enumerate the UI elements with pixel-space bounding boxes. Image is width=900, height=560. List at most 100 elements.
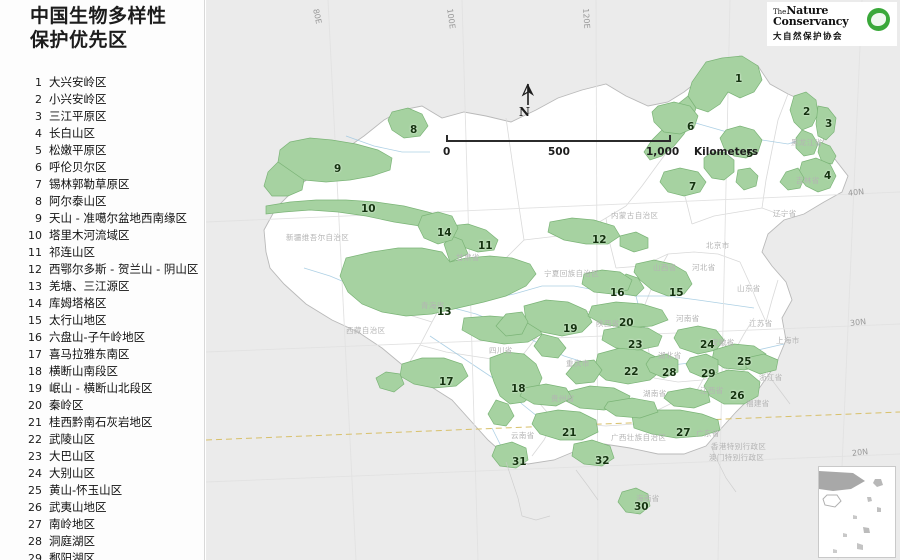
north-arrow-label: N bbox=[519, 105, 530, 119]
legend-item-label: 南岭地区 bbox=[49, 517, 95, 531]
legend-item-label: 西鄂尔多斯 - 贺兰山 - 阴山区 bbox=[49, 262, 199, 276]
legend-item[interactable]: 12 西鄂尔多斯 - 贺兰山 - 阴山区 bbox=[22, 261, 204, 278]
legend-item[interactable]: 13 羌塘、三江源区 bbox=[22, 278, 204, 295]
scale-bar-tick-max bbox=[669, 135, 671, 142]
legend-item-label: 锡林郭勒草原区 bbox=[49, 177, 130, 191]
legend-item[interactable]: 24 大别山区 bbox=[22, 465, 204, 482]
legend-item-label: 洞庭湖区 bbox=[49, 534, 95, 548]
legend-item[interactable]: 2 小兴安岭区 bbox=[22, 91, 204, 108]
legend-item[interactable]: 28 洞庭湖区 bbox=[22, 533, 204, 550]
legend-item-number: 14 bbox=[28, 297, 42, 310]
legend-item-number: 6 bbox=[35, 161, 42, 174]
legend-item[interactable]: 6 呼伦贝尔区 bbox=[22, 159, 204, 176]
province-label: 重庆市 bbox=[566, 359, 590, 368]
priority-areas bbox=[263, 55, 837, 515]
region-number: 29 bbox=[701, 368, 716, 380]
map-vector bbox=[206, 0, 900, 560]
legend-item-label: 喜马拉雅东南区 bbox=[49, 347, 130, 361]
legend-item-number: 4 bbox=[35, 127, 42, 140]
province-label: 青海省 bbox=[421, 301, 445, 310]
legend-item-label: 松嫩平原区 bbox=[49, 143, 107, 157]
legend-item[interactable]: 25 黄山-怀玉山区 bbox=[22, 482, 204, 499]
scale-bar-unit: Kilometers bbox=[694, 146, 759, 158]
legend-item-label: 长白山区 bbox=[49, 126, 95, 140]
legend-item[interactable]: 19 岷山 - 横断山北段区 bbox=[22, 380, 204, 397]
region-number: 5 bbox=[746, 148, 754, 160]
legend-item-number: 5 bbox=[35, 144, 42, 157]
graticule-label-lat-40n: 40N bbox=[847, 187, 865, 198]
legend-item[interactable]: 11 祁连山区 bbox=[22, 244, 204, 261]
legend-item-label: 羌塘、三江源区 bbox=[49, 279, 130, 293]
province-label: 贵州省 bbox=[551, 394, 575, 403]
legend-item[interactable]: 5 松嫩平原区 bbox=[22, 142, 204, 159]
province-label: 四川省 bbox=[489, 346, 513, 355]
legend-item[interactable]: 22 武陵山区 bbox=[22, 431, 204, 448]
legend-item-number: 11 bbox=[28, 246, 42, 259]
legend-item-label: 塔里木河流域区 bbox=[49, 228, 130, 242]
region-number: 27 bbox=[676, 427, 691, 439]
legend-item-number: 17 bbox=[28, 348, 42, 361]
legend-sidebar: 中国生物多样性 保护优先区 1 大兴安岭区 2 小兴安岭区 3 三江平原区 4 长白山区 5 松嫩… bbox=[0, 0, 205, 560]
legend-item[interactable]: 7 锡林郭勒草原区 bbox=[22, 176, 204, 193]
legend-item[interactable]: 18 横断山南段区 bbox=[22, 363, 204, 380]
legend-item-label: 鄱阳湖区 bbox=[49, 551, 95, 560]
legend-item-label: 黄山-怀玉山区 bbox=[49, 483, 123, 497]
legend-item[interactable]: 29 鄱阳湖区 bbox=[22, 550, 204, 560]
legend-item[interactable]: 3 三江平原区 bbox=[22, 108, 204, 125]
legend-item-number: 19 bbox=[28, 382, 42, 395]
legend-item-label: 大别山区 bbox=[49, 466, 95, 480]
legend-item-number: 8 bbox=[35, 195, 42, 208]
tnc-logo: TheNature Conservancy 大自然保护协会 bbox=[767, 2, 897, 46]
graticule-label-lon-120e: 120E bbox=[581, 8, 592, 29]
region-number: 9 bbox=[334, 163, 342, 175]
region-number: 31 bbox=[512, 456, 527, 468]
region-number: 18 bbox=[511, 383, 526, 395]
province-label: 广西壮族自治区 bbox=[611, 433, 667, 442]
legend-item[interactable]: 17 喜马拉雅东南区 bbox=[22, 346, 204, 363]
scale-bar-label-0: 0 bbox=[443, 146, 451, 158]
graticule-label-lat-20n: 20N bbox=[851, 447, 869, 458]
legend-item[interactable]: 10 塔里木河流域区 bbox=[22, 227, 204, 244]
region-number: 14 bbox=[437, 227, 452, 239]
region-number: 10 bbox=[361, 203, 376, 215]
legend-item[interactable]: 15 太行山地区 bbox=[22, 312, 204, 329]
legend-item-number: 3 bbox=[35, 110, 42, 123]
legend-item[interactable]: 27 南岭地区 bbox=[22, 516, 204, 533]
region-number: 19 bbox=[563, 323, 578, 335]
legend-item[interactable]: 1 大兴安岭区 bbox=[22, 74, 204, 91]
region-number: 25 bbox=[737, 356, 752, 368]
legend-item-number: 2 bbox=[35, 93, 42, 106]
region-number: 16 bbox=[610, 287, 625, 299]
province-label: 湖南省 bbox=[643, 389, 667, 398]
legend-item[interactable]: 26 武夷山地区 bbox=[22, 499, 204, 516]
region-number: 26 bbox=[730, 390, 745, 402]
map-canvas[interactable]: 80E 100E 120E 40N 30N 20N 新疆维吾尔自治区 西藏自治区青… bbox=[206, 0, 900, 560]
legend-item[interactable]: 21 桂西黔南石灰岩地区 bbox=[22, 414, 204, 431]
south-china-sea-inset bbox=[818, 466, 896, 558]
legend-item[interactable]: 20 秦岭区 bbox=[22, 397, 204, 414]
neighbor-coastlines bbox=[505, 371, 791, 521]
legend-item-label: 桂西黔南石灰岩地区 bbox=[49, 415, 153, 429]
legend-item[interactable]: 16 六盘山-子午岭地区 bbox=[22, 329, 204, 346]
region-number: 4 bbox=[824, 170, 832, 182]
legend-item-label: 大巴山区 bbox=[49, 449, 95, 463]
province-label: 北京市 bbox=[706, 241, 730, 250]
legend-item[interactable]: 8 阿尔泰山区 bbox=[22, 193, 204, 210]
legend-item[interactable]: 23 大巴山区 bbox=[22, 448, 204, 465]
tropic-of-cancer bbox=[206, 411, 900, 441]
region-number: 3 bbox=[825, 118, 833, 130]
inset-landmass bbox=[819, 471, 865, 491]
graticule-label-lat-30n: 30N bbox=[849, 317, 867, 328]
legend-item-label: 武夷山地区 bbox=[49, 500, 107, 514]
legend-item-label: 太行山地区 bbox=[49, 313, 107, 327]
legend-item[interactable]: 14 库姆塔格区 bbox=[22, 295, 204, 312]
legend-item[interactable]: 4 长白山区 bbox=[22, 125, 204, 142]
region-number: 23 bbox=[628, 339, 643, 351]
legend-item-number: 1 bbox=[35, 76, 42, 89]
legend-item[interactable]: 9 天山 - 准噶尔盆地西南缘区 bbox=[22, 210, 204, 227]
province-label: 上海市 bbox=[776, 336, 800, 345]
region-number: 12 bbox=[592, 234, 607, 246]
tnc-logo-wordmark: TheNature bbox=[773, 5, 891, 17]
province-label: 澳门特别行政区 bbox=[709, 453, 765, 462]
